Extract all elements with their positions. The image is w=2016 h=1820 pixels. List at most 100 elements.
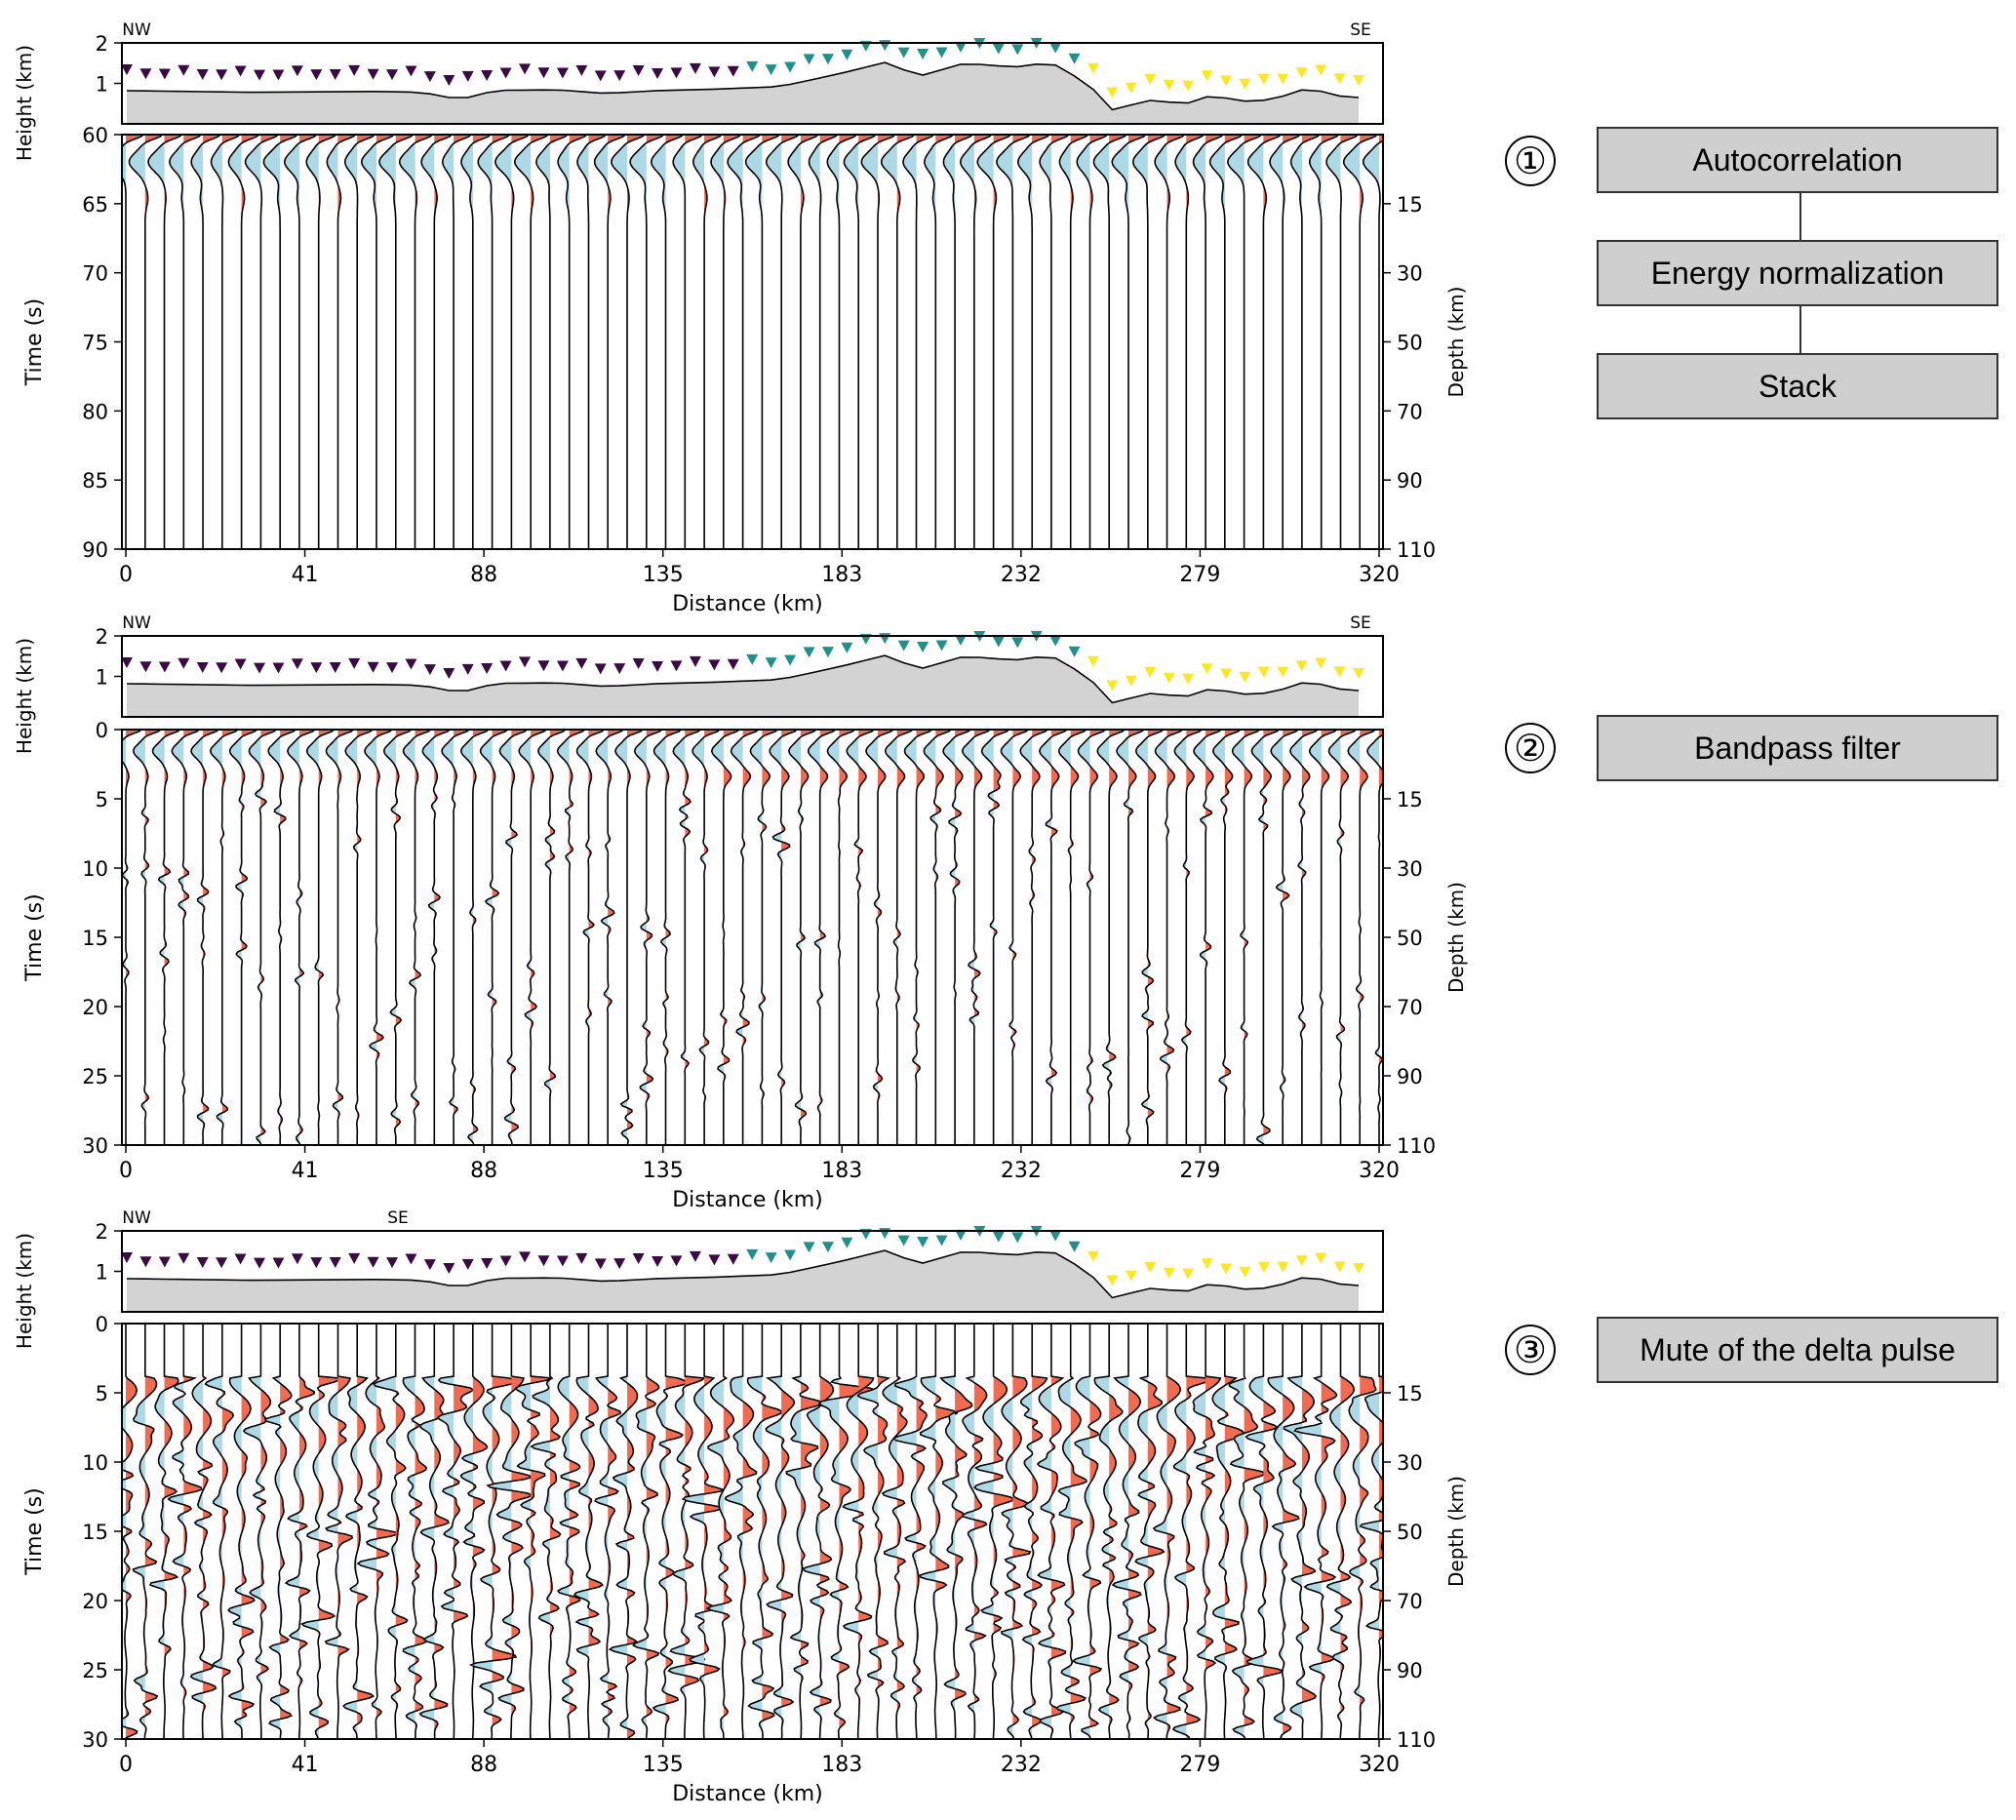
trace-negative-fill (770, 730, 782, 1145)
station-marker (367, 1256, 379, 1268)
trace-line (498, 730, 528, 1145)
trace-positive-fill (1070, 730, 1087, 1145)
trace-negative-fill (344, 135, 358, 549)
station-marker (234, 65, 247, 77)
trace-line (1325, 1324, 1356, 1739)
trace-negative-fill (962, 730, 974, 1145)
trace-negative-fill (399, 135, 415, 549)
trace-negative-fill (1039, 730, 1051, 1145)
station-marker (537, 660, 550, 672)
trace-negative-fill (229, 730, 242, 1145)
trace-line (843, 135, 877, 548)
trace-positive-fill (260, 135, 279, 549)
time-tick-label: 0 (96, 719, 108, 742)
trace-line (1096, 730, 1126, 1145)
station-marker (1144, 74, 1157, 86)
station-marker (329, 662, 341, 674)
station-marker (1277, 666, 1289, 678)
section-frame (121, 134, 1384, 550)
trace-line (556, 730, 586, 1145)
trace-positive-fill (337, 730, 354, 1145)
trace-line (961, 730, 991, 1145)
station-marker (178, 657, 190, 669)
height-tick-label: 2 (96, 1220, 108, 1244)
station-marker (841, 49, 853, 60)
station-marker (519, 656, 532, 668)
depth-tick-label: 15 (1397, 1382, 1423, 1405)
depth-axis-label: Depth (km) (1444, 882, 1468, 993)
trace-line (881, 1324, 908, 1739)
trace-negative-fill (827, 135, 840, 549)
station-marker (935, 640, 948, 652)
step-1-number: ① (1505, 136, 1556, 186)
station-marker (594, 70, 607, 82)
trace-positive-fill (973, 730, 990, 1145)
trace-negative-fill (129, 135, 145, 549)
trace-line (1019, 730, 1048, 1145)
height-tick-label: 1 (96, 73, 108, 97)
trace-line (769, 730, 798, 1145)
trace-line (248, 730, 277, 1145)
step-2-number: ② (1505, 723, 1556, 773)
trace-negative-fill (1020, 730, 1033, 1145)
trace-positive-fill (665, 1324, 688, 1739)
station-marker (1315, 657, 1327, 669)
distance-tick-label: 41 (292, 563, 319, 587)
trace-line (299, 1324, 340, 1739)
trace-positive-fill (608, 1324, 621, 1739)
station-marker (727, 65, 739, 77)
trace-negative-fill (1363, 135, 1379, 549)
trace-negative-fill (419, 1324, 435, 1739)
trace-line (692, 730, 721, 1145)
station-marker (461, 663, 474, 675)
trace-negative-fill (438, 1324, 455, 1739)
trace-line (402, 1324, 428, 1739)
station-marker (917, 642, 929, 653)
trace-negative-fill (284, 135, 299, 549)
trace-negative-fill (1209, 135, 1225, 549)
trace-line (1192, 135, 1224, 548)
station-marker (1257, 1261, 1270, 1273)
station-marker (139, 1256, 152, 1268)
distance-tick-label: 279 (1179, 563, 1220, 587)
box-mute-delta-pulse: Mute of the delta pulse (1597, 1317, 1998, 1383)
trace-negative-fill (1193, 135, 1206, 549)
station-marker (481, 663, 494, 675)
station-marker (613, 1258, 626, 1270)
trace-positive-fill (376, 135, 394, 549)
station-marker (954, 41, 967, 53)
trace-line (744, 135, 780, 548)
trace-negative-fill (442, 730, 455, 1145)
depth-tick-label: 70 (1397, 1590, 1423, 1613)
trace-negative-fill (421, 135, 435, 549)
station-marker (310, 1257, 323, 1269)
station-marker (1353, 75, 1364, 87)
trace-line (1039, 730, 1068, 1145)
trace-positive-fill (916, 730, 932, 1145)
trace-line (652, 730, 682, 1145)
station-marker (1049, 635, 1062, 647)
trace-line (190, 730, 219, 1145)
trace-line (865, 730, 894, 1145)
trace-positive-fill (742, 730, 759, 1145)
station-marker (1333, 1261, 1346, 1273)
station-marker (1353, 668, 1364, 680)
trace-line (1154, 730, 1183, 1145)
station-marker (897, 1235, 910, 1246)
trace-negative-fill (558, 135, 570, 549)
trace-line (959, 135, 993, 548)
station-marker (841, 1237, 853, 1248)
station-marker (196, 68, 209, 80)
trace-line (148, 1324, 179, 1739)
trace-line (190, 135, 221, 548)
station-marker (784, 1249, 797, 1261)
trace-negative-fill (133, 1324, 145, 1739)
trace-positive-fill (415, 1324, 427, 1739)
station-marker (1257, 73, 1270, 85)
trace-negative-fill (634, 730, 647, 1145)
trace-line (1116, 730, 1145, 1145)
depth-tick-label: 110 (1397, 1728, 1436, 1752)
time-tick-label: 75 (82, 332, 108, 355)
trace-line (787, 135, 819, 548)
distance-tick-label: 41 (292, 1753, 319, 1777)
